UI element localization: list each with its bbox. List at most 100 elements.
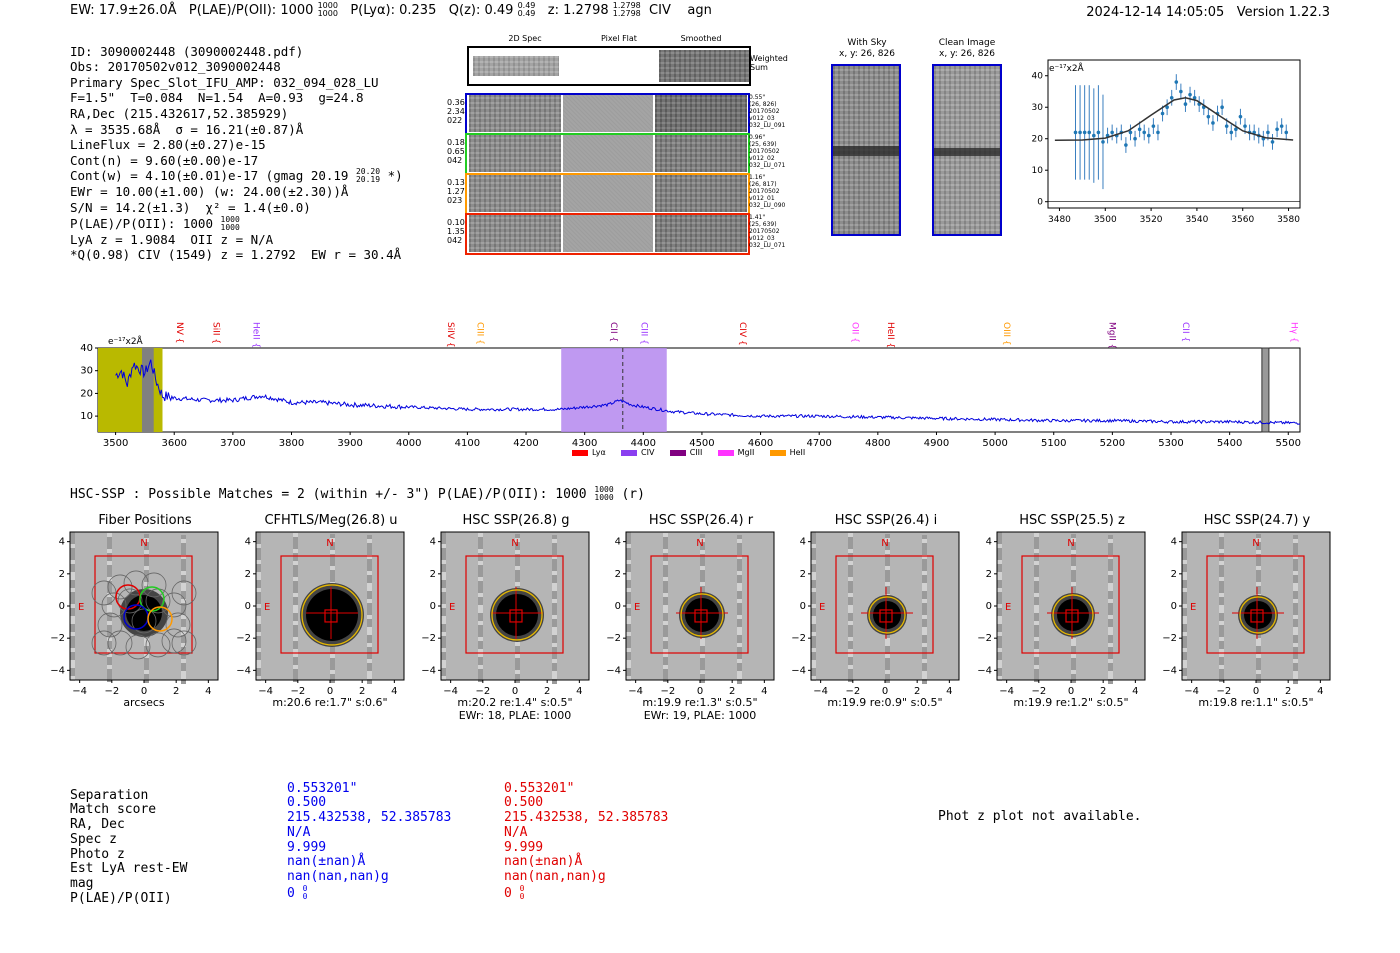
band-masked-1 [141,348,154,432]
thumb-noise-pixel [922,647,927,652]
thumb-noise-pixel [107,605,112,610]
thumb-noise-pixel [293,621,298,626]
thumb-noise-pixel [1219,577,1224,582]
thumb-noise-pixel [737,611,742,616]
thumb-xtick-label: −2 [845,686,860,697]
header-class: agn [687,3,712,18]
thumb-noise-pixel [552,643,557,648]
zoom-chart-ylabel: e⁻¹⁷x2Å [1049,62,1085,74]
thumb-noise-pixel [181,603,186,608]
thumb-noise-pixel [256,664,261,669]
thumb-noise-pixel [663,633,668,638]
thumb-noise-pixel [1108,539,1113,544]
full-x-ticks: 3500 3600 3700 3800 3900 4000 4100 4200 4300 4400… [103,432,1301,449]
with-sky-title: With Sky x, y: 26, 826 [832,38,902,60]
thumb-noise-pixel [700,666,705,671]
info-plae-hi: 1000 [220,214,240,224]
thumb-noise-pixel [1108,611,1113,616]
thumb-noise-pixel [293,537,298,542]
row1-smoothed [655,94,747,132]
thumb-noise-pixel [1219,621,1224,626]
north-label: N [881,538,888,549]
thumb-noise-pixel [922,623,927,628]
thumb-noise-pixel [848,541,853,546]
thumb-noise-pixel [441,604,446,609]
thumb-noise-pixel [1293,603,1298,608]
thumb-noise-pixel [515,658,520,663]
thumb-noise-pixel [330,646,335,651]
thumb-noise-pixel [922,655,927,660]
zoom-data-point [1101,140,1105,144]
thumb-noise-pixel [367,623,372,628]
thumb-noise-pixel [1293,599,1298,604]
thumb-noise-pixel [1108,575,1113,580]
thumb-noise-pixel [1108,635,1113,640]
thumb-caption-line1: m:19.9 re:1.2" s:0.5" [1013,696,1129,709]
thumb-noise-pixel [885,658,890,663]
thumb-noise-pixel [848,625,853,630]
thumb-noise-pixel [478,545,483,550]
thumb-noise-pixel [1108,535,1113,540]
thumb-noise-pixel [1034,621,1039,626]
thumb-noise-pixel [737,571,742,576]
thumb-noise-pixel [181,679,186,684]
thumb-noise-pixel [811,640,816,645]
col2-ra-dec: 215.432538, 52.385783 [504,810,669,826]
thumb-noise-pixel [367,627,372,632]
thumb-noise-pixel [848,565,853,570]
thumb-noise-pixel [626,548,631,553]
thumb-noise-pixel [330,654,335,659]
thumb-xtick-label: 0 [1068,686,1074,697]
thumb-noise-pixel [70,612,75,617]
thumb-title: HSC SSP(25.5) z [1019,513,1125,528]
thumb-noise-pixel [552,619,557,624]
thumb-noise-pixel [626,628,631,633]
thumb-noise-pixel [997,572,1002,577]
thumb-noise-pixel [181,615,186,620]
thumb-noise-pixel [1219,597,1224,602]
east-label: E [819,602,825,613]
thumb-noise-pixel [663,541,668,546]
thumb-noise-pixel [478,661,483,666]
thumb-noise-pixel [1219,641,1224,646]
label-ra-dec: RA, Dec [70,817,125,833]
thumb-noise-pixel [922,591,927,596]
thumb-frame [996,531,1146,681]
thumb-noise-pixel [256,592,261,597]
thumb-noise-pixel [848,657,853,662]
thumb-noise-pixel [107,537,112,542]
thumb-noise-pixel [848,617,853,622]
thumb-noise-pixel [293,673,298,678]
thumb-noise-pixel [107,589,112,594]
thumb-noise-pixel [441,664,446,669]
thumb-caption-line2: EWr: 18, PLAE: 1000 [458,709,572,722]
zoom-plot-area [1054,74,1294,190]
emission-line-label: OIII { [1001,322,1011,346]
thumb-noise-pixel [1219,589,1224,594]
col1-separation: 0.553201" [287,780,358,796]
thumb-noise-pixel [626,584,631,589]
east-label: E [634,602,640,613]
emission-line-label: HeII { [885,322,895,348]
thumb-noise-pixel [626,576,631,581]
thumb-noise-pixel [70,628,75,633]
thumb-noise-pixel [811,628,816,633]
thumb-xtick-label: 4 [1317,686,1323,697]
thumb-ytick-label: 2 [800,569,806,580]
thumb-noise-pixel [626,544,631,549]
info-lambda-sigma: λ = 3535.68Å σ = 16.21(±0.87)Å [70,121,304,137]
thumb-panel: N E −4 −4 −2 −2 0 0 2 2 4 4 [50,531,219,697]
thumb-noise-pixel [1293,587,1298,592]
thumb-noise-pixel [70,544,75,549]
thumb-noise-pixel [144,670,149,675]
header-qz-lo: 0.49 [517,9,536,18]
thumb-noise-pixel [1182,536,1187,541]
full-chart-ylabel: e⁻¹⁷x2Å [108,335,144,347]
thumb-noise-pixel [1034,665,1039,670]
thumb-noise-pixel [922,555,927,560]
thumb-noise-pixel [626,592,631,597]
emission-line-label: CIII { [639,322,649,345]
thumb-noise-pixel [1108,603,1113,608]
thumb-noise-pixel [811,636,816,641]
thumb-xtick-label: −4 [628,686,643,697]
